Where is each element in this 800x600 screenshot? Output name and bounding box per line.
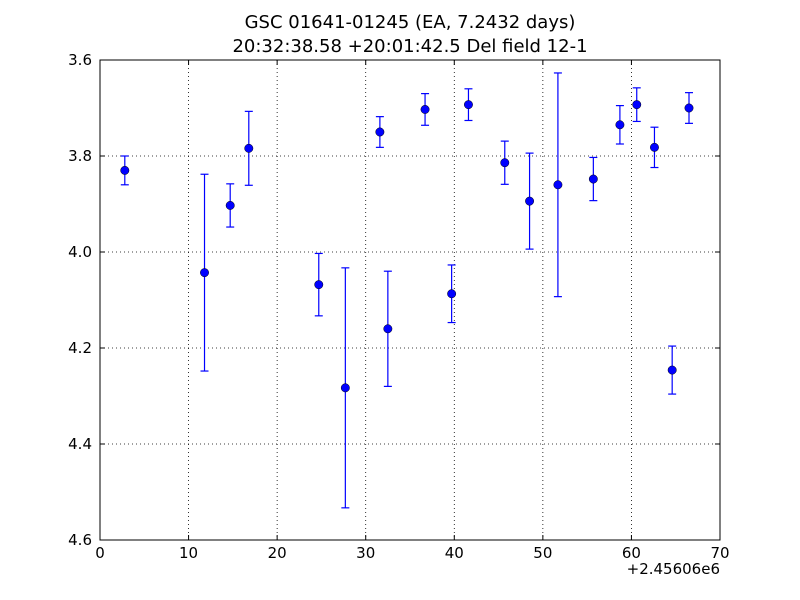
grid	[100, 60, 720, 540]
data-point	[200, 268, 209, 278]
data-point	[667, 365, 677, 375]
x-tick-label: 40	[445, 544, 464, 562]
data-point	[525, 196, 535, 206]
y-tick-labels: 3.6 3.8 4.0 4.2 4.4 4.6	[68, 51, 92, 549]
x-tick-label: 60	[622, 544, 641, 562]
x-tick-label: 50	[533, 544, 552, 562]
x-tick-label: 20	[268, 544, 287, 562]
data-point	[375, 127, 385, 137]
x-offset-label: +2.45606e6	[627, 560, 720, 578]
data-point	[650, 142, 659, 152]
data-point	[684, 103, 694, 113]
data-point	[615, 120, 625, 130]
data-point	[420, 104, 430, 114]
data-points	[120, 72, 694, 509]
data-point	[447, 289, 457, 299]
data-point	[553, 180, 563, 190]
data-point	[314, 280, 324, 290]
x-tick-label: 70	[710, 544, 729, 562]
x-tick-label: 0	[95, 544, 105, 562]
y-tick-label: 4.4	[68, 435, 92, 453]
data-point	[464, 100, 473, 110]
data-point	[225, 200, 235, 210]
x-tick-label: 10	[179, 544, 198, 562]
data-point	[588, 174, 598, 184]
x-tick-label: 30	[356, 544, 375, 562]
y-tick-label: 3.6	[68, 51, 92, 69]
axis-ticks	[99, 59, 721, 541]
y-tick-label: 4.2	[68, 339, 92, 357]
y-tick-label: 4.0	[68, 243, 92, 261]
y-tick-label: 4.6	[68, 531, 92, 549]
y-tick-label: 3.8	[68, 147, 92, 165]
chart-subtitle: 20:32:38.58 +20:01:42.5 Del field 12-1	[232, 36, 587, 57]
data-point	[500, 158, 510, 168]
plot-frame	[99, 59, 721, 541]
data-point	[120, 165, 130, 175]
data-point	[340, 383, 350, 393]
x-tick-labels: 0 10 20 30 40 50 60 70	[95, 544, 729, 562]
data-point	[244, 143, 254, 153]
data-point	[383, 324, 393, 334]
data-point	[632, 100, 642, 110]
chart-title: GSC 01641-01245 (EA, 7.2432 days)	[245, 12, 576, 33]
